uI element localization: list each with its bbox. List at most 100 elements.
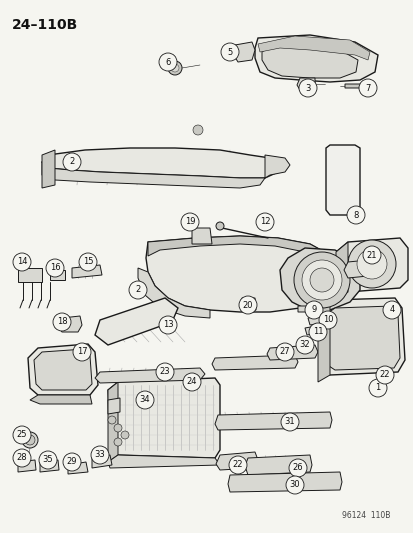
Polygon shape — [30, 395, 92, 404]
Circle shape — [39, 451, 57, 469]
Polygon shape — [28, 344, 98, 395]
Polygon shape — [138, 268, 209, 318]
Text: 24: 24 — [186, 377, 197, 386]
Text: 25: 25 — [17, 431, 27, 440]
Circle shape — [346, 206, 364, 224]
Polygon shape — [18, 460, 36, 472]
Circle shape — [304, 301, 322, 319]
Polygon shape — [40, 460, 59, 472]
Polygon shape — [317, 298, 404, 375]
Circle shape — [13, 426, 31, 444]
Text: 28: 28 — [17, 454, 27, 463]
Circle shape — [255, 213, 273, 231]
Circle shape — [221, 43, 238, 61]
Circle shape — [108, 416, 116, 424]
Polygon shape — [214, 412, 331, 430]
Polygon shape — [108, 382, 118, 462]
Circle shape — [73, 343, 91, 361]
Circle shape — [156, 363, 173, 381]
Polygon shape — [257, 36, 369, 60]
Text: 8: 8 — [352, 211, 358, 220]
Text: 4: 4 — [389, 305, 394, 314]
Polygon shape — [108, 378, 219, 458]
Polygon shape — [68, 462, 88, 474]
Polygon shape — [211, 355, 297, 370]
Polygon shape — [95, 298, 178, 345]
Text: 17: 17 — [76, 348, 87, 357]
Circle shape — [362, 246, 380, 264]
Circle shape — [368, 379, 386, 397]
Polygon shape — [297, 306, 315, 312]
Text: 19: 19 — [184, 217, 195, 227]
Polygon shape — [264, 155, 289, 178]
Polygon shape — [323, 306, 399, 370]
Polygon shape — [254, 35, 377, 82]
Text: 29: 29 — [66, 457, 77, 466]
Text: 2: 2 — [135, 286, 140, 295]
Polygon shape — [108, 398, 120, 414]
Circle shape — [25, 435, 35, 445]
Polygon shape — [228, 472, 341, 492]
Circle shape — [293, 252, 349, 308]
Text: 14: 14 — [17, 257, 27, 266]
Circle shape — [298, 79, 316, 97]
Polygon shape — [261, 46, 357, 78]
Polygon shape — [244, 455, 311, 475]
Text: 32: 32 — [299, 341, 310, 350]
Polygon shape — [216, 452, 257, 470]
Polygon shape — [343, 260, 371, 278]
Text: 6: 6 — [165, 58, 170, 67]
Polygon shape — [72, 265, 102, 278]
Polygon shape — [344, 84, 369, 88]
Circle shape — [356, 249, 386, 279]
Circle shape — [22, 432, 38, 448]
Polygon shape — [296, 78, 314, 92]
Text: 3: 3 — [304, 84, 310, 93]
Polygon shape — [317, 300, 329, 382]
Circle shape — [192, 125, 202, 135]
Text: 24–110B: 24–110B — [12, 18, 78, 32]
Circle shape — [347, 240, 395, 288]
Circle shape — [91, 446, 109, 464]
Circle shape — [171, 64, 178, 72]
Text: 23: 23 — [159, 367, 170, 376]
Polygon shape — [42, 162, 264, 188]
Circle shape — [129, 281, 147, 299]
Circle shape — [318, 311, 336, 329]
Polygon shape — [92, 455, 112, 468]
Polygon shape — [42, 148, 279, 178]
Text: 27: 27 — [279, 348, 290, 357]
Circle shape — [238, 296, 256, 314]
Text: 1: 1 — [375, 384, 380, 392]
Text: 15: 15 — [83, 257, 93, 266]
Circle shape — [63, 153, 81, 171]
Text: 12: 12 — [259, 217, 270, 227]
Circle shape — [114, 438, 122, 446]
Text: 22: 22 — [232, 461, 243, 470]
Polygon shape — [304, 325, 323, 335]
Circle shape — [295, 336, 313, 354]
Text: 2: 2 — [69, 157, 74, 166]
Polygon shape — [192, 228, 211, 244]
Circle shape — [280, 413, 298, 431]
Circle shape — [63, 453, 81, 471]
Circle shape — [275, 343, 293, 361]
Text: 30: 30 — [289, 481, 299, 489]
Circle shape — [309, 268, 333, 292]
Text: 20: 20 — [242, 301, 253, 310]
Circle shape — [228, 456, 247, 474]
Circle shape — [13, 253, 31, 271]
Circle shape — [308, 323, 326, 341]
Circle shape — [46, 259, 64, 277]
Circle shape — [183, 373, 201, 391]
Polygon shape — [147, 236, 329, 262]
Text: 21: 21 — [366, 251, 376, 260]
Circle shape — [136, 391, 154, 409]
Circle shape — [121, 431, 129, 439]
Circle shape — [288, 459, 306, 477]
Polygon shape — [325, 145, 359, 215]
Text: 31: 31 — [284, 417, 294, 426]
Circle shape — [13, 449, 31, 467]
Text: 5: 5 — [227, 47, 232, 56]
Circle shape — [358, 79, 376, 97]
